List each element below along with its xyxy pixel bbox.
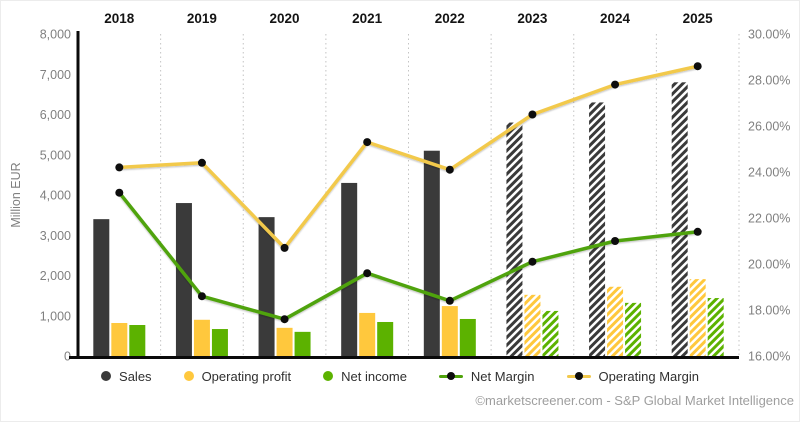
right-axis-tick: 30.00%	[748, 28, 790, 42]
legend-label-net-income: Net income	[341, 368, 407, 384]
left-axis-tick: 6,000	[40, 108, 71, 122]
right-axis-tick: 20.00%	[748, 258, 790, 272]
point-operating-margin-2025	[693, 62, 702, 71]
bar-sales-2020	[258, 217, 275, 356]
point-net-margin-2019	[197, 292, 206, 301]
year-label: 2018	[104, 11, 135, 26]
bar-net-income-2024	[625, 302, 642, 356]
year-label: 2022	[435, 11, 465, 26]
right-axis-tick: 26.00%	[748, 120, 790, 134]
legend-item-operating-profit[interactable]: Operating profit	[183, 368, 292, 384]
sales-dot-icon	[101, 371, 112, 381]
net-margin-marker-icon	[446, 372, 455, 380]
bar-net-income-2020	[294, 331, 311, 356]
point-net-margin-2018	[115, 188, 124, 197]
legend-label-operating-profit: Operating profit	[201, 368, 292, 384]
bar-net-income-2022	[459, 318, 476, 356]
bar-operating-profit-2022	[441, 306, 458, 356]
point-operating-margin-2018	[115, 163, 124, 172]
right-axis-tick: 22.00%	[748, 212, 790, 226]
bar-net-income-2023	[542, 310, 559, 356]
operating-profit-dot-icon	[183, 371, 194, 381]
year-label: 2023	[517, 11, 548, 26]
left-axis-tick: 8,000	[40, 28, 71, 42]
left-axis-tick: 0	[64, 350, 71, 364]
left-axis-tick: 1,000	[40, 309, 71, 323]
left-axis-tick: 3,000	[40, 229, 71, 243]
year-label: 2021	[352, 11, 383, 26]
year-label: 2024	[600, 11, 631, 26]
net-margin-line-icon	[438, 372, 463, 380]
point-net-margin-2024	[611, 237, 620, 245]
right-axis-tick: 28.00%	[748, 74, 790, 88]
legend-label-net-margin: Net Margin	[470, 368, 535, 384]
left-axis-tick: 4,000	[40, 189, 71, 203]
bar-operating-profit-2020	[276, 327, 293, 356]
point-net-margin-2023	[528, 257, 537, 266]
net-income-dot-icon	[323, 371, 334, 381]
bar-net-income-2025	[707, 298, 724, 356]
point-operating-margin-2022	[445, 165, 454, 174]
point-net-margin-2022	[445, 296, 454, 305]
legend-item-net-margin[interactable]: Net Margin	[438, 368, 535, 384]
year-label: 2020	[270, 11, 300, 26]
point-operating-margin-2020	[280, 243, 289, 252]
bar-sales-2025	[671, 82, 688, 357]
point-operating-margin-2024	[611, 80, 620, 89]
left-axis-title: Million EUR	[9, 162, 23, 227]
legend-label-operating-margin: Operating Margin	[598, 368, 699, 384]
left-axis-tick: 5,000	[40, 148, 71, 162]
legend-label-sales: Sales	[119, 368, 152, 384]
right-axis-tick: 24.00%	[748, 166, 790, 180]
bar-sales-2022	[423, 150, 440, 356]
bar-sales-2023	[506, 122, 523, 356]
point-net-margin-2020	[280, 315, 289, 324]
operating-margin-marker-icon	[574, 372, 583, 380]
bar-net-income-2018	[129, 325, 146, 356]
bar-operating-profit-2018	[111, 322, 128, 356]
bar-sales-2018	[93, 219, 110, 356]
legend-item-sales[interactable]: Sales	[101, 369, 152, 384]
year-label: 2019	[187, 11, 217, 26]
bar-net-income-2021	[377, 321, 394, 356]
bar-operating-profit-2021	[359, 312, 376, 356]
bar-sales-2019	[175, 203, 192, 356]
year-label: 2025	[683, 11, 714, 26]
bar-operating-profit-2019	[193, 319, 210, 356]
credit-text: ©marketscreener.com - S&P Global Market …	[475, 393, 794, 408]
line-operating-margin	[117, 64, 700, 250]
legend-item-operating-margin[interactable]: Operating Margin	[566, 368, 699, 384]
right-axis-tick: 18.00%	[748, 304, 790, 318]
right-axis-tick: 16.00%	[748, 350, 790, 364]
left-axis-tick: 7,000	[40, 68, 71, 82]
bar-operating-profit-2024	[607, 286, 624, 356]
bar-sales-2024	[589, 102, 606, 356]
point-net-margin-2021	[363, 269, 372, 278]
bar-operating-profit-2025	[689, 279, 706, 356]
point-net-margin-2025	[693, 227, 702, 236]
bar-net-income-2019	[211, 329, 228, 356]
point-operating-margin-2019	[197, 158, 206, 167]
legend-item-net-income[interactable]: Net income	[323, 369, 407, 384]
bar-sales-2021	[341, 182, 358, 356]
operating-margin-line-icon	[566, 372, 591, 380]
line-net-margin	[117, 190, 700, 321]
point-operating-margin-2021	[363, 138, 372, 147]
left-axis-tick: 2,000	[40, 269, 71, 283]
bar-operating-profit-2023	[524, 294, 541, 356]
point-operating-margin-2023	[528, 110, 537, 119]
legend: Sales Operating profit Net income Net Ma…	[1, 367, 799, 385]
